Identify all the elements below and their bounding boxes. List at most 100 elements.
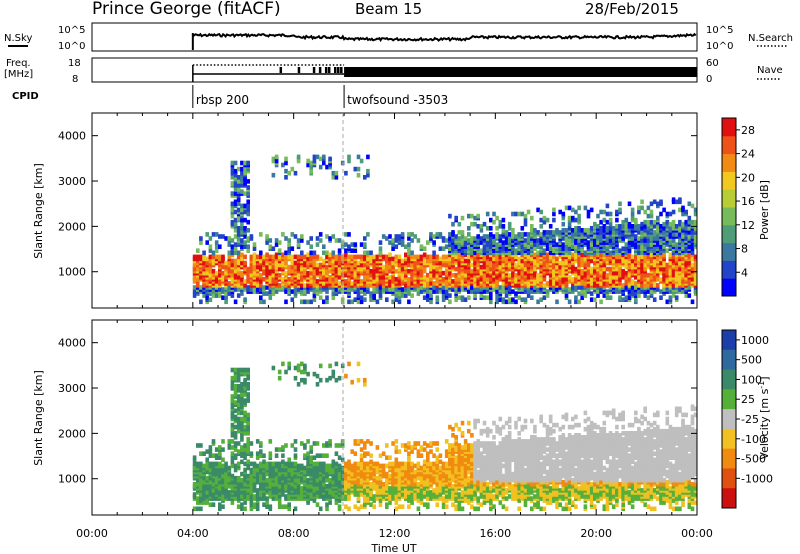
range-gate-cell	[340, 297, 345, 302]
range-gate-cell	[659, 260, 663, 266]
range-gate-cell	[646, 219, 651, 225]
range-gate-cell	[306, 461, 310, 467]
range-gate-cell	[233, 183, 238, 188]
power-colorbar-cell	[722, 189, 736, 208]
range-gate-cell	[637, 236, 641, 241]
range-gate-cell	[265, 240, 269, 245]
range-gate-cell	[621, 232, 625, 237]
range-gate-cell	[416, 270, 421, 276]
range-gate-cell	[517, 211, 521, 217]
range-gate-cell	[236, 258, 241, 264]
range-gate-cell	[627, 240, 632, 245]
range-gate-cell	[199, 443, 203, 448]
range-gate-cell	[312, 465, 317, 471]
range-gate-cell	[410, 238, 414, 243]
range-gate-cell	[381, 279, 386, 284]
range-gate-cell	[643, 262, 647, 268]
range-gate-cell	[303, 289, 307, 294]
range-gate-cell	[243, 500, 247, 505]
range-gate-cell	[492, 219, 496, 225]
range-gate-cell	[451, 279, 455, 284]
range-gate-cell	[668, 240, 673, 245]
range-gate-cell	[507, 297, 512, 302]
range-gate-cell	[353, 242, 358, 247]
range-gate-cell	[659, 238, 663, 243]
range-gate-cell	[495, 299, 499, 305]
range-gate-cell	[416, 287, 421, 292]
range-gate-cell	[337, 463, 342, 469]
range-gate-cell	[391, 277, 395, 282]
range-gate-cell	[561, 211, 566, 217]
range-gate-cell	[520, 287, 525, 292]
range-gate-cell	[271, 496, 276, 501]
range-gate-cell	[646, 272, 651, 278]
range-gate-cell	[574, 226, 578, 231]
y-tick-label: 1000	[58, 266, 86, 279]
range-gate-cell	[262, 496, 266, 501]
range-gate-cell	[290, 166, 295, 172]
range-gate-cell	[621, 224, 625, 229]
range-gate-cell	[243, 506, 247, 512]
range-gate-cell	[300, 234, 304, 239]
range-gate-cell	[318, 461, 323, 467]
range-gate-cell	[681, 256, 685, 262]
range-gate-cell	[303, 369, 307, 375]
range-gate-cell	[281, 277, 285, 282]
range-gate-cell	[230, 410, 235, 416]
range-gate-cell	[473, 215, 477, 221]
range-gate-cell	[233, 414, 238, 420]
range-gate-cell	[388, 275, 392, 280]
range-gate-cell	[545, 217, 550, 223]
range-gate-cell	[259, 477, 263, 483]
range-gate-cell	[589, 226, 594, 231]
range-gate-cell	[218, 486, 222, 491]
range-gate-cell	[536, 238, 540, 243]
power-colorbar-cell	[722, 224, 736, 244]
range-gate-cell	[230, 463, 235, 469]
range-gate-cell	[656, 234, 660, 239]
range-gate-cell	[205, 475, 209, 481]
range-gate-cell	[426, 297, 430, 302]
range-gate-cell	[218, 506, 222, 512]
range-gate-cell	[489, 226, 493, 231]
range-gate-cell	[659, 199, 663, 205]
range-gate-cell	[571, 285, 575, 290]
range-gate-cell	[618, 248, 622, 253]
range-gate-cell	[243, 254, 247, 260]
range-gate-cell	[268, 471, 273, 477]
range-gate-cell	[404, 244, 408, 249]
power-colorbar-label: Power [dB]	[758, 180, 771, 240]
range-gate-cell	[334, 279, 339, 284]
range-gate-cell	[596, 293, 600, 298]
range-gate-cell	[334, 451, 339, 456]
range-gate-cell	[479, 228, 484, 233]
range-gate-cell	[501, 297, 506, 302]
range-gate-cell	[586, 209, 591, 215]
range-gate-cell	[580, 256, 584, 262]
range-gate-cell	[473, 277, 477, 282]
range-gate-cell	[526, 250, 531, 256]
range-gate-cell	[593, 297, 597, 302]
range-gate-cell	[567, 279, 572, 284]
range-gate-cell	[300, 377, 304, 383]
range-gate-cell	[627, 201, 632, 207]
range-gate-cell	[605, 266, 610, 272]
range-gate-cell	[533, 246, 537, 251]
range-gate-cell	[687, 252, 692, 258]
range-gate-cell	[656, 287, 660, 292]
range-gate-cell	[315, 502, 320, 507]
range-gate-cell	[495, 242, 499, 247]
range-gate-cell	[246, 203, 250, 209]
range-gate-cell	[284, 175, 288, 180]
range-gate-cell	[552, 258, 556, 264]
range-gate-cell	[196, 496, 200, 501]
range-gate-cell	[303, 254, 307, 260]
range-gate-cell	[287, 502, 291, 507]
range-gate-cell	[621, 219, 625, 225]
range-gate-cell	[668, 232, 673, 237]
range-gate-cell	[236, 293, 241, 298]
range-gate-cell	[504, 240, 509, 245]
range-gate-cell	[567, 250, 572, 256]
range-gate-cell	[262, 291, 266, 296]
